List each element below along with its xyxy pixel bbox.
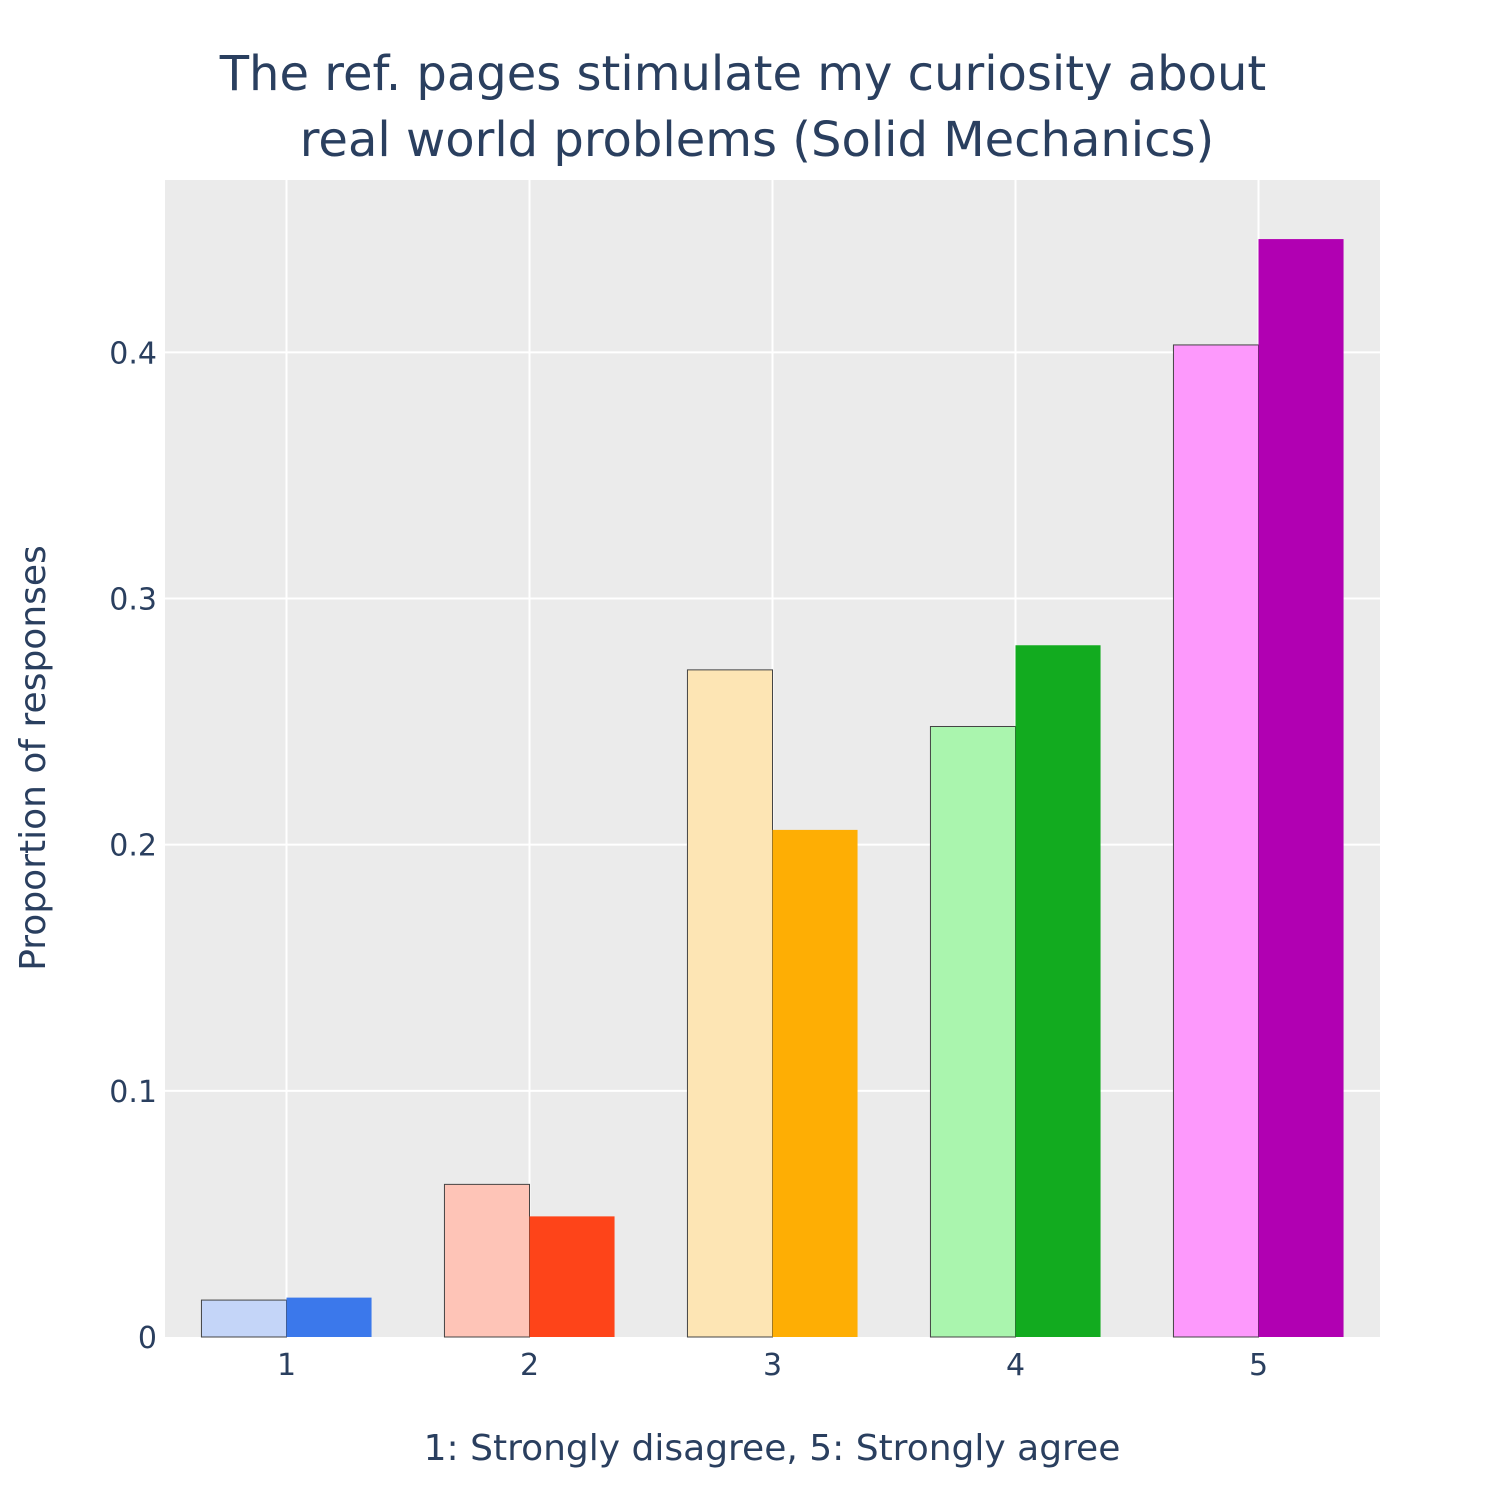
bar-series-2-category-2 bbox=[529, 1216, 615, 1337]
y-tick-label: 0.1 bbox=[109, 1075, 157, 1110]
bar-series-1-category-1 bbox=[200, 1299, 287, 1338]
x-axis-title: 1: Strongly disagree, 5: Strongly agree bbox=[424, 1428, 1121, 1469]
bar-series-2-category-4 bbox=[1015, 645, 1101, 1337]
y-axis-title: Proportion of responses bbox=[13, 545, 54, 971]
y-tick-labels: 0 0.1 0.2 0.3 0.4 bbox=[109, 336, 157, 1356]
chart-title-line-2: real world problems (Solid Mechanics) bbox=[300, 112, 1215, 168]
x-tick-label: 4 bbox=[1006, 1348, 1025, 1383]
y-tick-label: 0.3 bbox=[109, 582, 157, 617]
bar-series-1-category-3 bbox=[686, 669, 774, 1338]
chart-title-line-1: The ref. pages stimulate my curiosity ab… bbox=[219, 46, 1267, 102]
x-tick-labels: 1 2 3 4 5 bbox=[277, 1348, 1268, 1383]
y-tick-label: 0.4 bbox=[109, 336, 157, 371]
x-tick-label: 2 bbox=[520, 1348, 539, 1383]
x-tick-label: 3 bbox=[763, 1348, 782, 1383]
y-tick-label: 0.2 bbox=[109, 829, 157, 864]
x-tick-label: 1 bbox=[277, 1348, 296, 1383]
bar-series-2-category-1 bbox=[286, 1297, 372, 1337]
bar-series-1-category-5 bbox=[1172, 344, 1259, 1338]
bar-series-1-category-2 bbox=[443, 1183, 531, 1338]
bars bbox=[200, 239, 1344, 1338]
y-tick-label: 0 bbox=[138, 1321, 157, 1356]
bar-series-2-category-3 bbox=[772, 829, 858, 1337]
bar-series-1-category-4 bbox=[929, 725, 1017, 1338]
x-tick-label: 5 bbox=[1249, 1348, 1268, 1383]
bar-series-2-category-5 bbox=[1258, 239, 1344, 1338]
